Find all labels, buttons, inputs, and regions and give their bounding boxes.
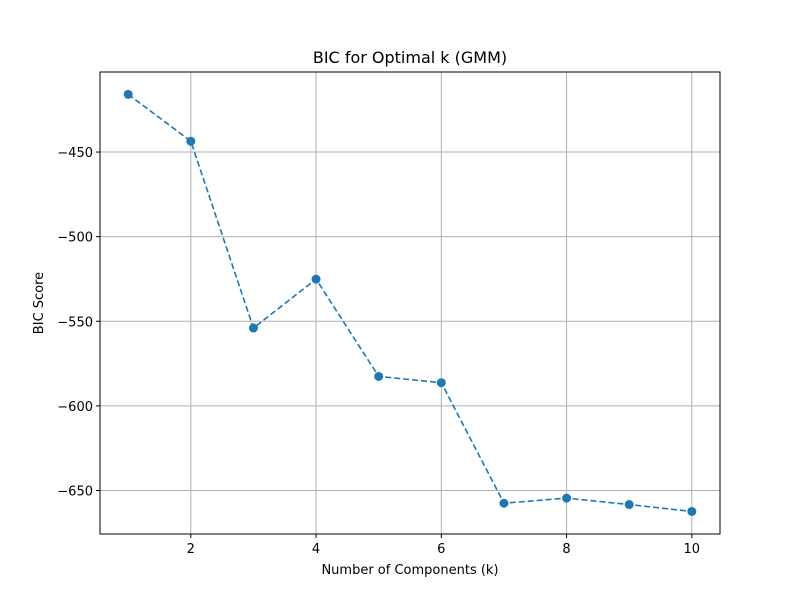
- data-point: [311, 274, 321, 284]
- data-point: [436, 378, 446, 388]
- y-tick-label: −650: [57, 485, 93, 500]
- y-tick-label: −450: [57, 146, 93, 161]
- y-axis-label: BIC Score: [32, 272, 47, 334]
- x-tick-label: 2: [187, 542, 195, 557]
- series-line: [127, 93, 692, 513]
- data-point: [186, 136, 196, 146]
- x-axis-label: Number of Components (k): [321, 563, 498, 578]
- ticks-layer: 2 4 6 8 10 −450 −500 −550 −600 −650: [57, 146, 700, 557]
- axes-frame: [99, 71, 721, 535]
- y-tick-label: −550: [57, 315, 93, 330]
- y-tick-label: −500: [57, 231, 93, 246]
- data-point: [499, 498, 509, 508]
- x-tick-label: 8: [562, 542, 570, 557]
- series-layer: [123, 89, 697, 516]
- data-point: [248, 323, 258, 333]
- data-point: [624, 500, 634, 510]
- data-point: [123, 89, 133, 99]
- x-tick-label: 4: [312, 542, 320, 557]
- data-point: [687, 506, 697, 516]
- chart-title: BIC for Optimal k (GMM): [313, 48, 507, 67]
- x-tick-label: 6: [437, 542, 445, 557]
- y-tick-label: −600: [57, 400, 93, 415]
- data-point: [374, 371, 384, 381]
- grid-layer: [100, 72, 720, 534]
- data-point: [562, 493, 572, 503]
- x-tick-label: 10: [684, 542, 701, 557]
